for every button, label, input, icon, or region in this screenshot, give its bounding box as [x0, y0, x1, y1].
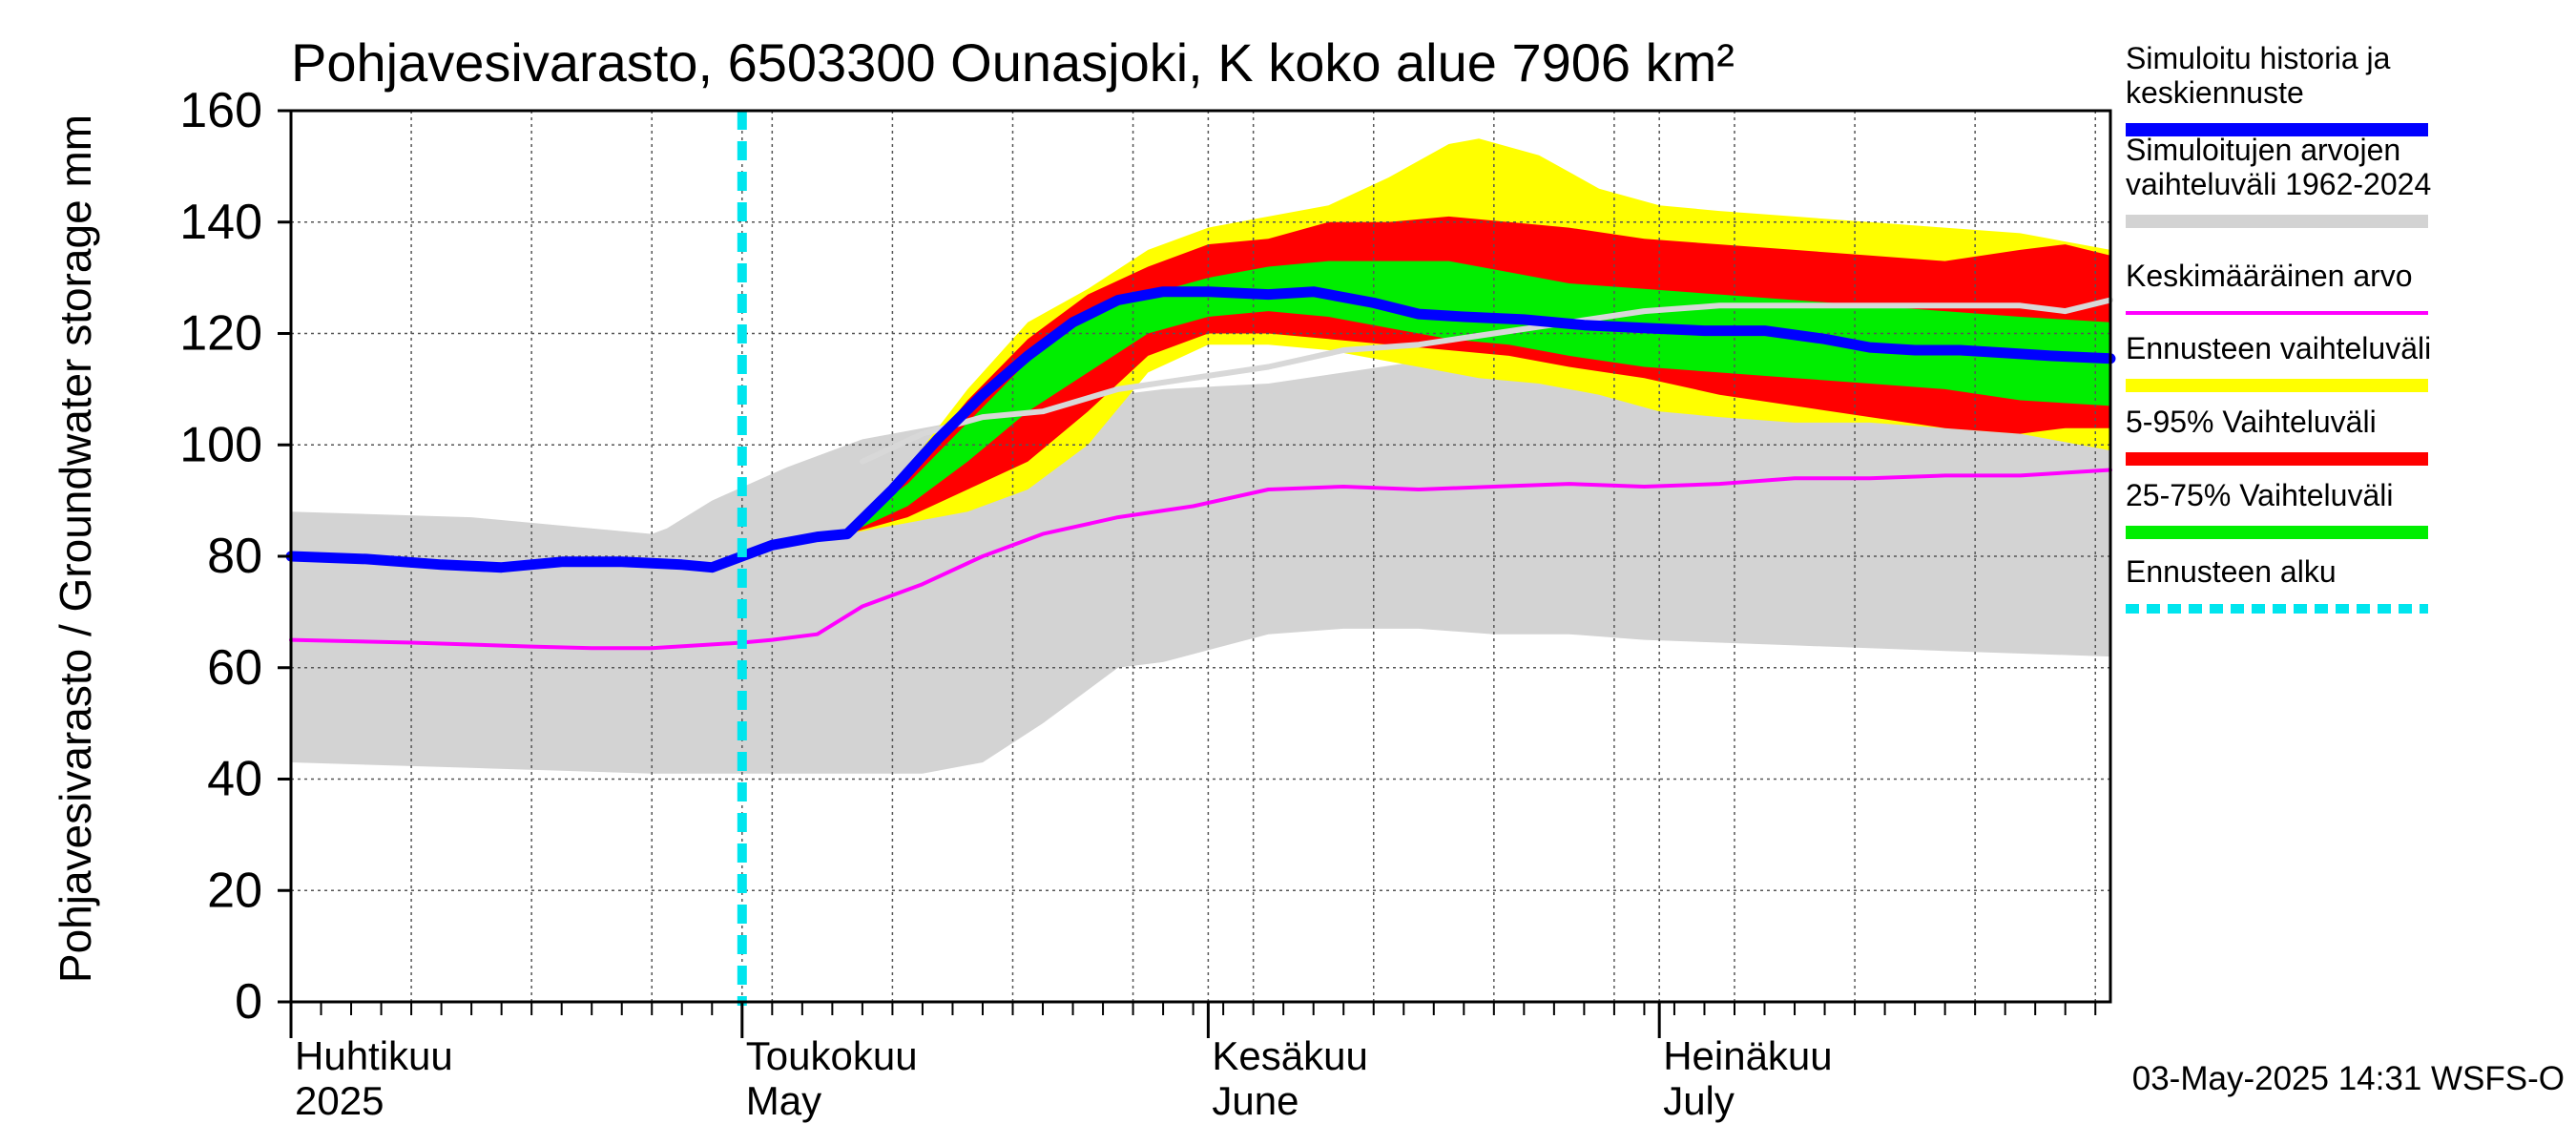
- x-month-label-fi: Toukokuu: [746, 1033, 918, 1078]
- footer-timestamp: 03-May-2025 14:31 WSFS-O: [2132, 1060, 2565, 1097]
- legend-label: Simuloitujen arvojen: [2126, 133, 2400, 167]
- y-tick-label: 120: [179, 306, 262, 362]
- y-tick-label: 100: [179, 417, 262, 472]
- x-month-label-fi: Kesäkuu: [1212, 1033, 1367, 1078]
- chart-title: Pohjavesivarasto, 6503300 Ounasjoki, K k…: [291, 32, 1735, 93]
- legend-label: Ennusteen alku: [2126, 554, 2337, 589]
- x-month-label-fi: Huhtikuu: [295, 1033, 453, 1078]
- y-tick-label: 0: [235, 974, 262, 1030]
- series-line-simuloitu-ja-mitattu-forecast-median-context: [859, 297, 2113, 465]
- x-month-label-en: July: [1663, 1078, 1735, 1123]
- y-tick-label: 140: [179, 195, 262, 250]
- y-tick-label: 60: [207, 640, 262, 696]
- legend-label: 5-95% Vaihteluväli: [2126, 405, 2377, 439]
- legend-label: Ennusteen vaihteluväli: [2126, 331, 2431, 365]
- legend-label: 25-75% Vaihteluväli: [2126, 478, 2393, 512]
- series-line-keskim-r-inen-arvo: [289, 468, 2112, 651]
- y-tick-label: 20: [207, 863, 262, 918]
- y-tick-label: 40: [207, 752, 262, 807]
- y-axis-label: Pohjavesivarasto / Groundwater storage m…: [51, 114, 100, 983]
- x-month-label-fi: Heinäkuu: [1663, 1033, 1832, 1078]
- line-layer: [285, 111, 2116, 1006]
- legend-label: keskiennuste: [2126, 75, 2304, 110]
- series-line-simuloitu-historia-ja-keskiennuste: [285, 286, 2116, 573]
- x-month-label-en: June: [1212, 1078, 1298, 1123]
- legend-label: vaihteluväli 1962-2024: [2126, 167, 2431, 201]
- grid-layer: [291, 111, 2110, 1002]
- legend-label: Keskimääräinen arvo: [2126, 259, 2413, 293]
- y-tick-label: 160: [179, 83, 262, 138]
- band-25-75-vaihteluv-li: [847, 260, 2110, 534]
- legend-label: Simuloitu historia ja: [2126, 41, 2391, 75]
- x-month-label-en: 2025: [295, 1078, 384, 1123]
- x-month-label-en: May: [746, 1078, 821, 1123]
- y-tick-label: 80: [207, 529, 262, 584]
